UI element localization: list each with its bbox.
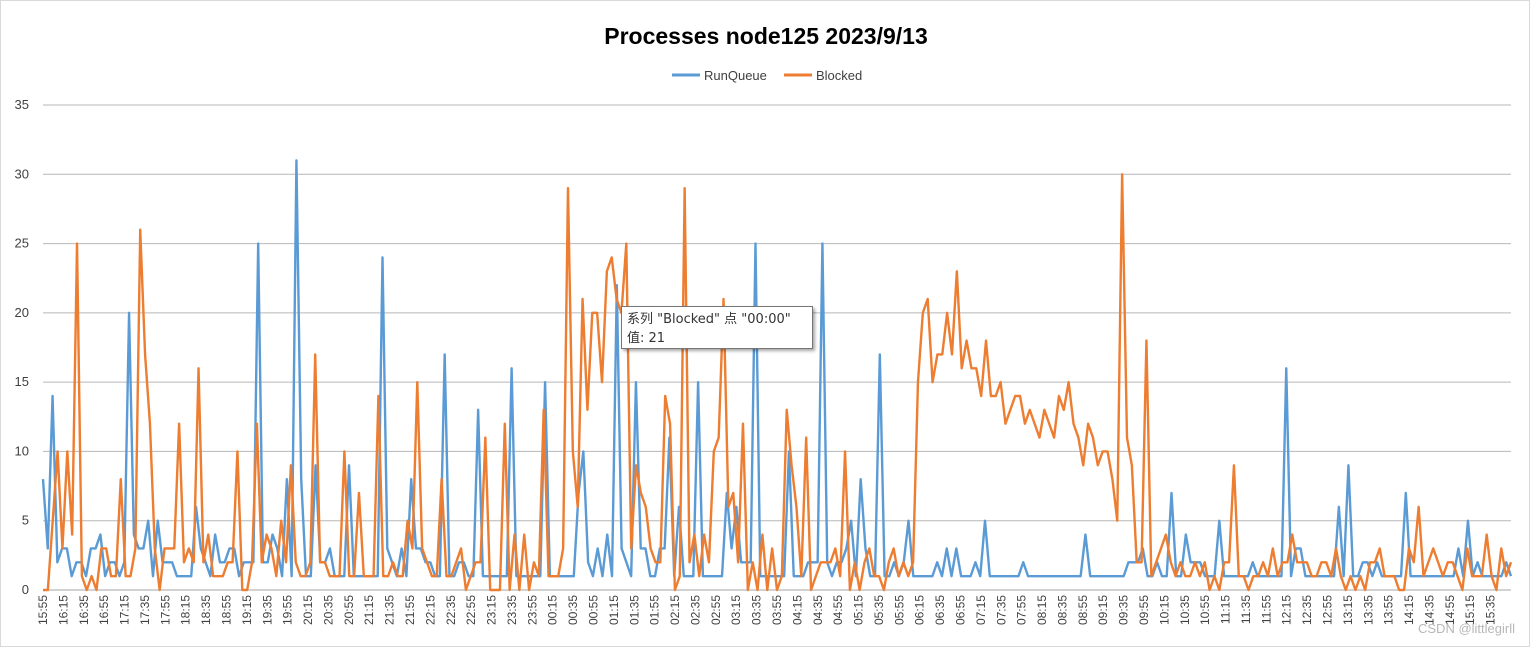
y-tick-label: 10 [15,443,29,458]
y-tick-label: 30 [15,166,29,181]
x-tick-label: 01:15 [607,595,621,625]
x-tick-label: 04:55 [831,595,845,625]
x-tick-label: 03:35 [750,595,764,625]
x-tick-label: 02:15 [668,595,682,625]
x-tick-label: 06:15 [913,595,927,625]
x-tick-label: 08:55 [1076,595,1090,625]
x-tick-label: 16:35 [77,595,91,625]
x-tick-label: 12:35 [1300,595,1314,625]
x-tick-label: 08:35 [1055,595,1069,625]
x-tick-label: 21:55 [403,595,417,625]
x-tick-label: 17:35 [138,595,152,625]
series-layer[interactable] [41,159,1513,592]
legend-label-runqueue: RunQueue [704,68,767,83]
x-tick-label: 22:35 [444,595,458,625]
x-tick-label: 20:55 [342,595,356,625]
x-tick-label: 01:35 [627,595,641,625]
x-tick-label: 09:35 [1117,595,1131,625]
x-tick-label: 19:15 [240,595,254,625]
x-tick-label: 10:15 [1157,595,1171,625]
x-tick-label: 15:35 [1484,595,1498,625]
x-tick-label: 02:55 [709,595,723,625]
x-tick-label: 13:35 [1361,595,1375,625]
x-tick-label: 16:15 [56,595,70,625]
x-tick-label: 08:15 [1035,595,1049,625]
x-tick-label: 04:15 [790,595,804,625]
x-tick-label: 00:35 [566,595,580,625]
x-tick-label: 23:55 [525,595,539,625]
x-tick-label: 16:55 [97,595,111,625]
tooltip-series-line: 系列 "Blocked" 点 "00:00" [627,312,791,327]
x-tick-label: 15:55 [36,595,50,625]
x-tick-label: 13:15 [1341,595,1355,625]
x-tick-label: 11:15 [1219,595,1233,624]
x-tick-label: 17:15 [118,595,132,625]
y-tick-label: 15 [15,374,29,389]
x-tick-label: 07:35 [994,595,1008,625]
x-tick-label: 05:35 [872,595,886,625]
x-tick-label: 11:55 [1259,595,1273,624]
x-tick-label: 09:15 [1096,595,1110,625]
x-tick-label: 23:35 [505,595,519,625]
x-tick-label: 10:55 [1198,595,1212,625]
legend[interactable]: RunQueue Blocked [672,68,862,83]
y-tick-label: 0 [22,582,29,597]
x-tick-label: 07:15 [974,595,988,625]
x-tick-label: 18:55 [220,595,234,625]
x-tick-label: 14:15 [1402,595,1416,625]
x-tick-label: 20:15 [301,595,315,625]
data-point-tooltip: 系列 "Blocked" 点 "00:00" 值: 21 [621,306,813,349]
x-tick-label: 11:35 [1239,595,1253,624]
series-line-blocked[interactable] [43,173,1513,592]
y-tick-label: 5 [22,513,29,528]
x-tick-label: 05:55 [892,595,906,625]
x-tick-label: 14:55 [1443,595,1457,625]
x-tick-label: 00:55 [587,595,601,625]
x-tick-label: 05:15 [852,595,866,625]
x-tick-label: 02:35 [688,595,702,625]
x-tick-label: 07:55 [1015,595,1029,625]
x-tick-label: 21:15 [362,595,376,625]
x-tick-label: 18:35 [199,595,213,625]
x-tick-label: 20:35 [321,595,335,625]
x-tick-label: 19:35 [260,595,274,625]
x-tick-label: 14:35 [1422,595,1436,625]
x-tick-label: 21:35 [383,595,397,625]
y-tick-label: 25 [15,236,29,251]
x-tick-label: 17:55 [158,595,172,625]
legend-label-blocked: Blocked [816,68,862,83]
x-tick-label: 01:55 [648,595,662,625]
x-axis-ticks: 15:55 16:15 16:35 16:55 17:15 17:35 17:55 18:15… [36,595,1498,625]
x-tick-label: 03:55 [770,595,784,625]
x-tick-label: 06:35 [933,595,947,625]
x-tick-label: 06:55 [954,595,968,625]
x-tick-label: 12:55 [1321,595,1335,625]
x-tick-label: 09:55 [1137,595,1151,625]
x-tick-label: 15:15 [1463,595,1477,625]
x-tick-label: 18:15 [179,595,193,625]
x-tick-label: 23:15 [485,595,499,625]
x-tick-label: 10:35 [1178,595,1192,625]
y-tick-label: 35 [15,97,29,112]
series-line-runqueue[interactable] [41,159,1513,578]
x-tick-label: 19:55 [281,595,295,625]
chart-title: Processes node125 2023/9/13 [604,23,928,49]
x-tick-label: 22:55 [464,595,478,625]
y-tick-label: 20 [15,305,29,320]
x-tick-label: 22:15 [423,595,437,625]
x-tick-label: 03:15 [729,595,743,625]
y-axis-ticks: 0 5 10 15 20 25 30 35 [15,97,29,597]
watermark: CSDN @littlegirll [1418,621,1515,636]
tooltip-value-line: 值: 21 [627,331,666,346]
x-tick-label: 04:35 [811,595,825,625]
x-tick-label: 13:55 [1382,595,1396,625]
x-tick-label: 12:15 [1280,595,1294,625]
x-tick-label: 00:15 [546,595,560,625]
